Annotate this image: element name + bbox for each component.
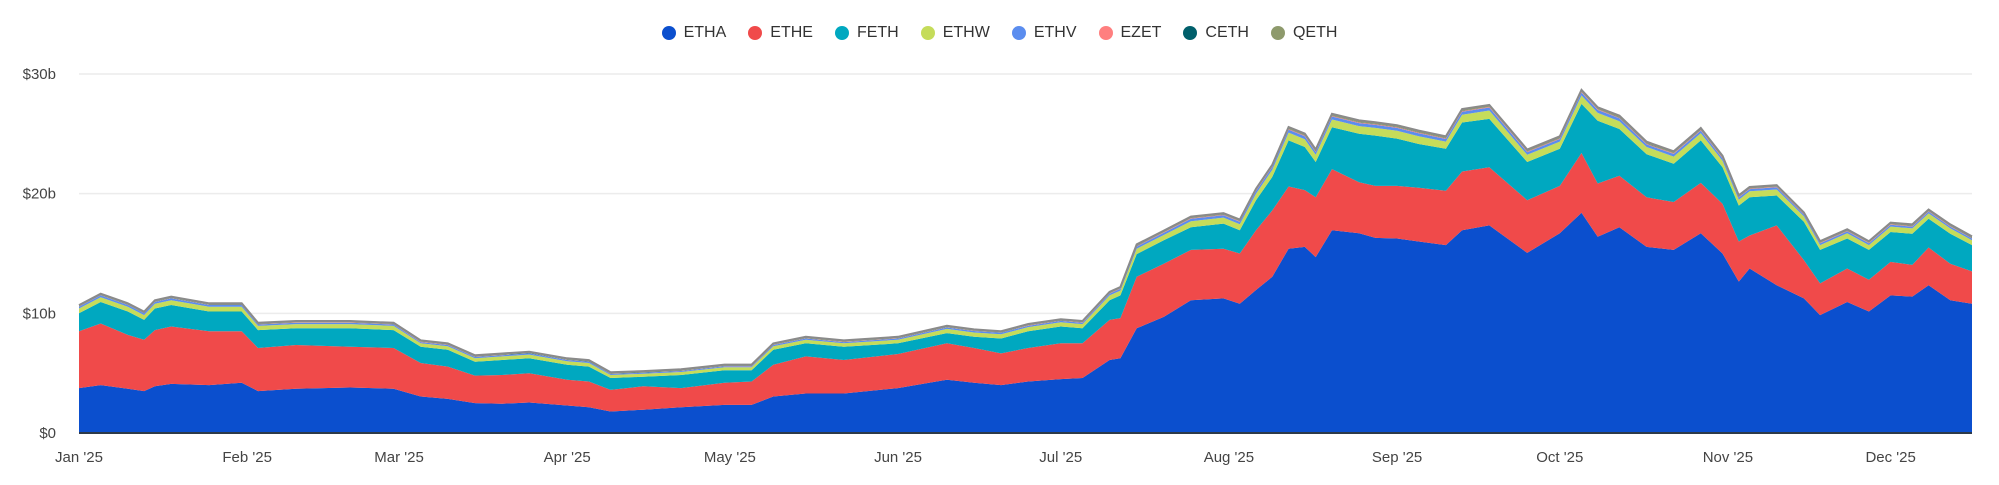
x-tick-label: Apr '25 [544,449,591,466]
x-tick-label: Jul '25 [1039,449,1082,466]
legend-item-ethe[interactable]: ETHE [748,24,813,42]
total-outline [78,88,1973,374]
legend-item-ezet[interactable]: EZET [1098,24,1162,42]
legend-item-ethv[interactable]: ETHV [1011,24,1077,42]
x-tick-label: Aug '25 [1204,449,1254,466]
legend-label: CETH [1205,24,1249,41]
y-tick-label: $30b [23,66,56,83]
y-tick-label: $0 [39,425,56,442]
legend-dot-icon [661,26,676,40]
legend-item-ceth[interactable]: CETH [1183,24,1249,42]
x-tick-label: Mar '25 [374,449,424,466]
legend-label: ETHA [683,24,727,41]
x-tick-label: Jun '25 [874,449,922,466]
x-tick-label: Nov '25 [1703,449,1753,466]
x-tick-label: Jan '25 [55,449,103,466]
legend-dot-icon [1011,26,1026,40]
y-tick-label: $10b [23,305,56,322]
area-etha [79,212,1972,433]
area-feth [79,103,1972,390]
legend-label: ETHW [942,24,990,41]
legend-dot-icon [748,26,763,40]
x-tick-label: Oct '25 [1536,449,1583,466]
x-tick-label: Feb '25 [222,449,272,466]
legend-item-etha[interactable]: ETHA [661,24,727,42]
legend-dot-icon [834,26,849,40]
legend-dot-icon [1183,26,1198,40]
area-ethe [79,153,1972,412]
y-tick-label: $20b [23,186,56,203]
legend: ETHA ETHE FETH ETHW ETHV EZET CETH QETH [0,24,1999,42]
legend-label: ETHE [770,24,813,41]
legend-dot-icon [1270,26,1285,40]
legend-item-feth[interactable]: FETH [834,24,899,42]
legend-label: ETHV [1033,24,1077,41]
x-tick-label: Sep '25 [1372,449,1422,466]
legend-dot-icon [1098,26,1113,40]
legend-label: FETH [856,24,899,41]
legend-dot-icon [920,26,935,40]
legend-label: QETH [1292,24,1338,41]
legend-item-qeth[interactable]: QETH [1270,24,1338,42]
x-tick-label: Dec '25 [1865,449,1915,466]
legend-label: EZET [1120,24,1162,41]
x-tick-label: May '25 [704,449,756,466]
legend-item-ethw[interactable]: ETHW [920,24,990,42]
